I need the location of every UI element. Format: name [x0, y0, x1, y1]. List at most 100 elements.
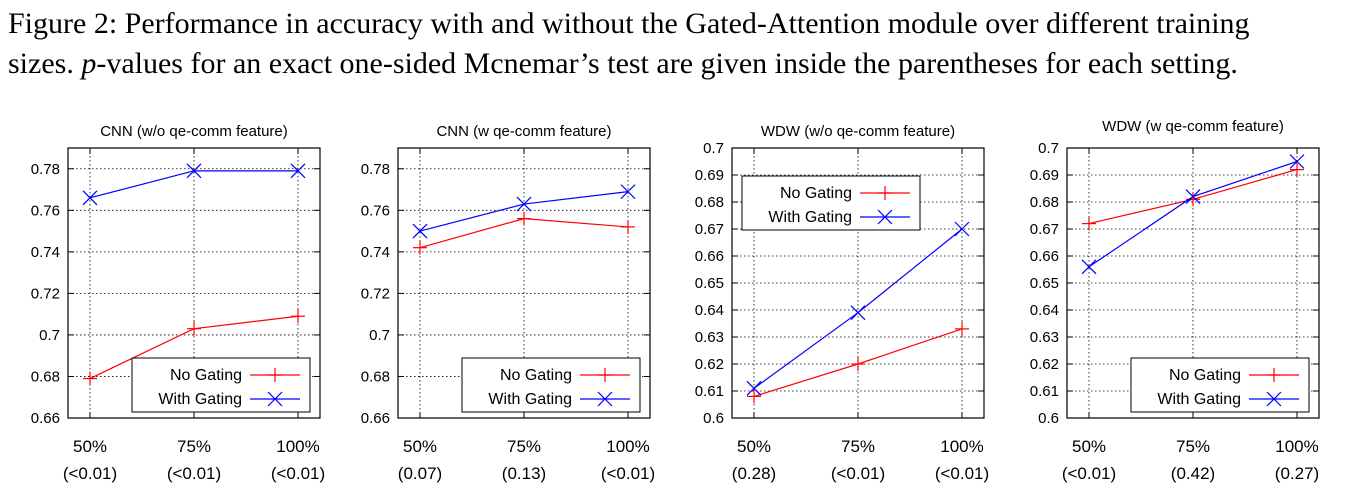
legend-box: [1130, 357, 1310, 413]
x-tick-label: 50%: [737, 437, 771, 456]
legend-marker: [1267, 368, 1281, 382]
data-point-no-gating: [621, 219, 635, 234]
data-point-with-gating: [186, 163, 202, 179]
data-point-with-gating-d2: [1081, 259, 1097, 275]
chart-title: WDW (w qe-comm feature): [1102, 118, 1284, 135]
x-tick-label: 50%: [403, 437, 437, 456]
data-point-no-gating: [955, 321, 969, 336]
p-value-label: (0.42): [1171, 464, 1215, 483]
legend-label: No Gating: [1169, 367, 1241, 384]
chart-title: CNN (w qe-comm feature): [436, 123, 611, 140]
data-point-with-gating-d2: [412, 223, 428, 239]
y-tick-label: 0.68: [1030, 194, 1059, 211]
data-point-no-gating: [291, 309, 305, 324]
data-point-with-gating: [82, 190, 98, 206]
legend-marker-d2: [1266, 391, 1282, 407]
caption-p-variable: p: [81, 47, 97, 80]
y-tick-label: 0.64: [1030, 302, 1059, 319]
y-tick-label: 0.67: [695, 221, 724, 238]
x-tick-label: 100%: [606, 437, 649, 456]
p-value-label: (0.07): [398, 464, 442, 483]
data-point-with-gating-d2: [516, 196, 532, 212]
data-point-with-gating-d2: [1289, 154, 1305, 169]
y-tick-label: 0.68: [361, 368, 390, 385]
y-tick-label: 0.66: [695, 248, 724, 265]
p-value-label: (0.13): [502, 464, 546, 483]
legend-label: No Gating: [170, 367, 242, 384]
data-point-with-gating-d2: [82, 190, 98, 206]
y-tick-label: 0.61: [1030, 383, 1059, 400]
y-tick-label: 0.64: [695, 302, 724, 319]
caption-line-1: Figure 2: Performance in accuracy with a…: [8, 7, 1250, 40]
p-value-label: (<0.01): [935, 464, 989, 483]
y-tick-label: 0.66: [361, 410, 390, 427]
p-value-label: (0.28): [732, 464, 776, 483]
data-point-with-gating: [1081, 259, 1097, 275]
p-value-label: (<0.01): [271, 464, 325, 483]
y-tick-label: 0.7: [703, 140, 724, 157]
x-tick-label: 50%: [1072, 437, 1106, 456]
caption-line-2-rest: -values for an exact one-sided Mcnemar’s…: [96, 47, 1238, 80]
legend-box: [131, 357, 311, 413]
data-point-with-gating-d2: [1185, 189, 1201, 205]
legend-box: [461, 357, 641, 413]
y-tick-label: 0.68: [31, 368, 60, 385]
y-tick-label: 0.65: [695, 275, 724, 292]
data-point-no-gating: [517, 211, 531, 226]
data-point-with-gating: [850, 305, 866, 321]
x-tick-label: 100%: [940, 437, 983, 456]
chart-panel-1: CNN (w/o qe-comm feature) 0.66 0.68 0.7 0.72…: [31, 123, 325, 483]
chart-panel-2: CNN (w qe-comm feature) 0.66 0.68 0.7 0.72 0.…: [361, 123, 655, 483]
y-tick-label: 0.78: [361, 161, 390, 178]
p-value-label: (<0.01): [601, 464, 655, 483]
legend-label: With Gating: [158, 391, 242, 408]
data-point-no-gating: [747, 389, 761, 404]
legend-marker: [1266, 391, 1282, 407]
legend-marker: [598, 368, 612, 382]
data-point-with-gating: [1289, 154, 1305, 169]
legend-label: With Gating: [488, 391, 572, 408]
data-point-with-gating: [1185, 189, 1201, 205]
y-tick-label: 0.76: [31, 202, 60, 219]
y-tick-label: 0.69: [695, 167, 724, 184]
chart-title: WDW (w/o qe-comm feature): [761, 123, 955, 140]
data-point-with-gating-d2: [290, 163, 306, 179]
y-tick-label: 0.76: [361, 202, 390, 219]
plot-frame: [731, 147, 985, 419]
y-tick-label: 0.61: [695, 383, 724, 400]
plot-frame: [397, 147, 651, 419]
x-tick-label: 100%: [276, 437, 319, 456]
x-tick-label: 75%: [1176, 437, 1210, 456]
y-tick-label: 0.78: [31, 161, 60, 178]
x-tick-label: 100%: [1275, 437, 1318, 456]
y-tick-label: 0.68: [695, 194, 724, 211]
data-point-no-gating: [851, 357, 865, 371]
p-value-label: (<0.01): [167, 464, 221, 483]
plot-frame: [1066, 147, 1320, 419]
data-point-with-gating-d2: [620, 184, 636, 200]
data-point-with-gating: [746, 380, 762, 396]
data-point-with-gating: [954, 221, 970, 237]
y-tick-label: 0.74: [361, 244, 390, 261]
y-tick-label: 0.62: [1030, 356, 1059, 373]
y-tick-label: 0.66: [1030, 248, 1059, 265]
y-tick-label: 0.63: [1030, 329, 1059, 346]
legend-marker: [877, 209, 893, 225]
legend-marker-d2: [877, 209, 893, 225]
y-tick-label: 0.7: [1038, 140, 1059, 157]
y-tick-label: 0.62: [695, 356, 724, 373]
data-point-with-gating-d2: [850, 305, 866, 321]
legend-marker: [878, 186, 892, 200]
legend-label: With Gating: [768, 209, 852, 226]
caption-line-2: sizes. p-values for an exact one-sided M…: [8, 44, 1344, 84]
x-tick-label: 75%: [841, 437, 875, 456]
legend-label: No Gating: [500, 367, 572, 384]
data-point-with-gating: [412, 223, 428, 239]
data-point-no-gating: [1290, 162, 1304, 177]
y-tick-label: 0.6: [1038, 410, 1059, 427]
legend-label: No Gating: [780, 185, 852, 202]
p-value-label: (0.27): [1275, 464, 1319, 483]
p-value-label: (<0.01): [831, 464, 885, 483]
y-tick-label: 0.67: [1030, 221, 1059, 238]
